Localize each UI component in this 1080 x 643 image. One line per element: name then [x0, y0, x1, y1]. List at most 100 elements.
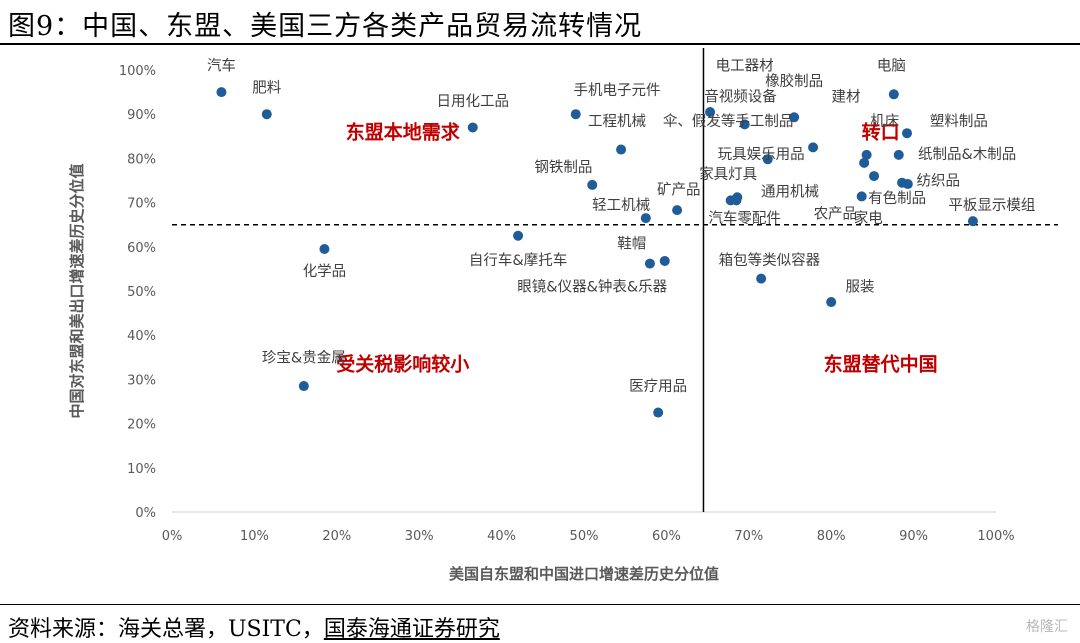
point-label: 医疗用品: [629, 378, 687, 395]
x-axis-title: 美国自东盟和中国进口增速差历史分位值: [449, 565, 719, 583]
data-point: [967, 216, 978, 227]
point-label: 通用机械: [761, 184, 819, 201]
y-tick-label: 10%: [127, 462, 156, 477]
y-tick-label: 30%: [127, 373, 156, 388]
y-tick-label: 20%: [127, 418, 156, 433]
point-label: 音视频设备: [704, 89, 777, 106]
x-tick-label: 80%: [817, 529, 846, 544]
point-label: 眼镜&仪器&钟表&乐器: [517, 278, 667, 296]
source-rule: [0, 604, 1080, 605]
data-point: [902, 179, 913, 190]
point-label: 箱包等类似容器: [719, 251, 821, 269]
data-point: [467, 122, 478, 133]
region-label: 东盟本地需求: [346, 121, 461, 144]
point-label: 机床: [870, 113, 899, 130]
point-label: 农产品: [814, 206, 858, 223]
point-label: 塑料制品: [930, 113, 988, 130]
x-tick-label: 20%: [322, 529, 351, 544]
data-point: [261, 109, 272, 120]
data-point: [756, 273, 767, 284]
data-point: [826, 297, 837, 308]
region-label: 转口: [862, 121, 900, 144]
y-axis-title: 中国对东盟和美出口增速差历史分位值: [68, 163, 86, 418]
point-label: 化学品: [303, 263, 347, 280]
data-point: [513, 230, 524, 241]
x-tick-label: 30%: [405, 529, 434, 544]
data-point: [888, 89, 899, 100]
x-tick-label: 10%: [240, 529, 269, 544]
y-tick-label: 50%: [127, 285, 156, 300]
x-tick-label: 70%: [734, 529, 763, 544]
source-prefix: 资料来源：海关总署，USITC，: [8, 617, 324, 642]
y-tick-label: 100%: [119, 64, 156, 79]
data-point: [587, 179, 598, 190]
point-label: 工程机械: [588, 113, 646, 130]
data-point: [705, 106, 716, 117]
watermark: 格隆汇: [1026, 619, 1068, 635]
point-label: 纸制品&木制品: [918, 146, 1016, 163]
region-label: 受关税影响较小: [336, 353, 469, 376]
point-label: 自行车&摩托车: [469, 251, 567, 269]
data-point: [902, 128, 913, 139]
y-tick-label: 0%: [135, 506, 156, 521]
data-point: [298, 381, 309, 392]
point-label: 轻工机械: [592, 197, 650, 214]
y-tick-label: 70%: [127, 197, 156, 212]
data-point: [659, 255, 670, 266]
data-point: [570, 109, 581, 120]
point-label: 钢铁制品: [534, 159, 592, 176]
point-label: 服装: [846, 279, 875, 296]
point-label: 家具灯具: [699, 166, 757, 183]
x-tick-label: 60%: [652, 529, 681, 544]
point-label: 平板显示模组: [948, 196, 1035, 214]
data-point: [731, 195, 742, 206]
figure-title: 图9：中国、东盟、美国三方各类产品贸易流转情况: [8, 11, 643, 42]
point-label: 建材: [832, 89, 861, 106]
point-label: 鞋帽: [617, 235, 646, 252]
point-label: 矿产品: [657, 181, 701, 198]
source-organization: 国泰海通证券研究: [323, 617, 500, 642]
point-label: 肥料: [252, 80, 281, 97]
point-label: 伞、假发等手工制品: [663, 112, 794, 130]
y-tick-label: 40%: [127, 329, 156, 344]
x-tick-label: 40%: [487, 529, 516, 544]
data-point: [859, 157, 870, 168]
data-point: [216, 87, 227, 98]
y-tick-label: 60%: [127, 241, 156, 256]
data-point: [640, 213, 651, 224]
data-point: [893, 149, 904, 160]
point-label: 电工器材: [716, 58, 774, 75]
x-tick-label: 50%: [570, 529, 599, 544]
data-point: [653, 407, 664, 418]
point-label: 玩具娱乐用品: [718, 146, 805, 163]
point-label: 日用化工品: [437, 93, 510, 110]
data-point: [789, 112, 800, 123]
point-label: 手机电子元件: [573, 82, 660, 99]
data-point: [616, 144, 627, 155]
point-label: 有色制品: [868, 190, 926, 207]
point-label: 珍宝&贵金属: [262, 349, 346, 366]
y-tick-label: 90%: [127, 108, 156, 123]
title-rule: [0, 43, 1080, 45]
region-label: 东盟替代中国: [824, 353, 938, 376]
point-label: 电脑: [877, 58, 906, 75]
data-point: [856, 191, 867, 202]
data-point: [672, 205, 683, 216]
data-point: [644, 258, 655, 269]
point-label: 汽车零配件: [708, 210, 781, 227]
point-label: 纺织品: [917, 173, 961, 190]
x-tick-label: 90%: [899, 529, 928, 544]
data-point: [808, 142, 819, 153]
source-note: 资料来源：海关总署，USITC，国泰海通证券研究: [8, 611, 500, 643]
x-tick-label: 100%: [977, 529, 1014, 544]
x-tick-label: 0%: [162, 529, 183, 544]
data-point: [861, 149, 872, 160]
data-point: [739, 119, 750, 130]
data-point: [319, 244, 330, 255]
point-label: 橡胶制品: [765, 73, 823, 90]
data-point: [762, 154, 773, 165]
y-tick-label: 80%: [127, 152, 156, 167]
point-label: 家电: [854, 210, 883, 227]
data-point: [869, 171, 880, 182]
